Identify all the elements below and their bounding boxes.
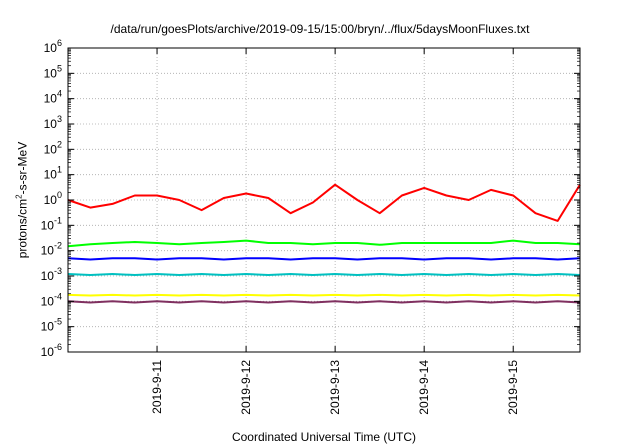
y-axis-label: protons/cm2-s-sr-MeV <box>15 142 30 258</box>
y-axis-label-suffix: -s-sr-MeV <box>15 141 30 195</box>
y-tick-label: 10-3 <box>41 266 62 283</box>
series-line-6 <box>67 300 581 304</box>
y-tick-label: 100 <box>44 190 62 207</box>
x-tick-label: 2019-9-15 <box>506 360 520 415</box>
y-tick-label: 102 <box>44 139 62 156</box>
y-tick-label: 10-1 <box>41 215 62 232</box>
y-tick-label: 106 <box>44 38 62 55</box>
y-tick-label: 10-5 <box>41 317 62 334</box>
y-tick-label: 104 <box>44 89 62 106</box>
series-line-1 <box>67 183 581 222</box>
y-axis-label-prefix: protons/cm <box>15 198 30 259</box>
y-tick-label: 10-6 <box>41 342 62 359</box>
x-axis-label: Coordinated Universal Time (UTC) <box>231 430 417 444</box>
series-line-2 <box>67 239 581 248</box>
series-layer <box>67 183 581 304</box>
series-line-4 <box>67 273 581 276</box>
y-axis-label-sup: 2 <box>14 194 24 199</box>
y-tick-label: 10-2 <box>41 241 62 258</box>
y-tick-label: 101 <box>44 165 62 182</box>
y-tick-label: 105 <box>44 63 62 80</box>
y-tick-label: 103 <box>44 114 62 131</box>
grid-layer <box>68 48 580 352</box>
x-tick-label: 2019-9-12 <box>239 360 253 415</box>
y-tick-label: 10-4 <box>41 291 62 308</box>
x-tick-label: 2019-9-14 <box>417 360 431 415</box>
series-line-3 <box>67 257 581 261</box>
x-tick-label: 2019-9-11 <box>150 360 164 414</box>
chart-title: /data/run/goesPlots/archive/2019-09-15/1… <box>110 22 530 36</box>
tick-layer: 10-6 10-5 10-4 10-3 10-2 10-1 100 101 102 103 104 1… <box>41 38 580 415</box>
x-tick-label: 2019-9-13 <box>328 360 342 415</box>
series-line-5 <box>67 293 581 297</box>
